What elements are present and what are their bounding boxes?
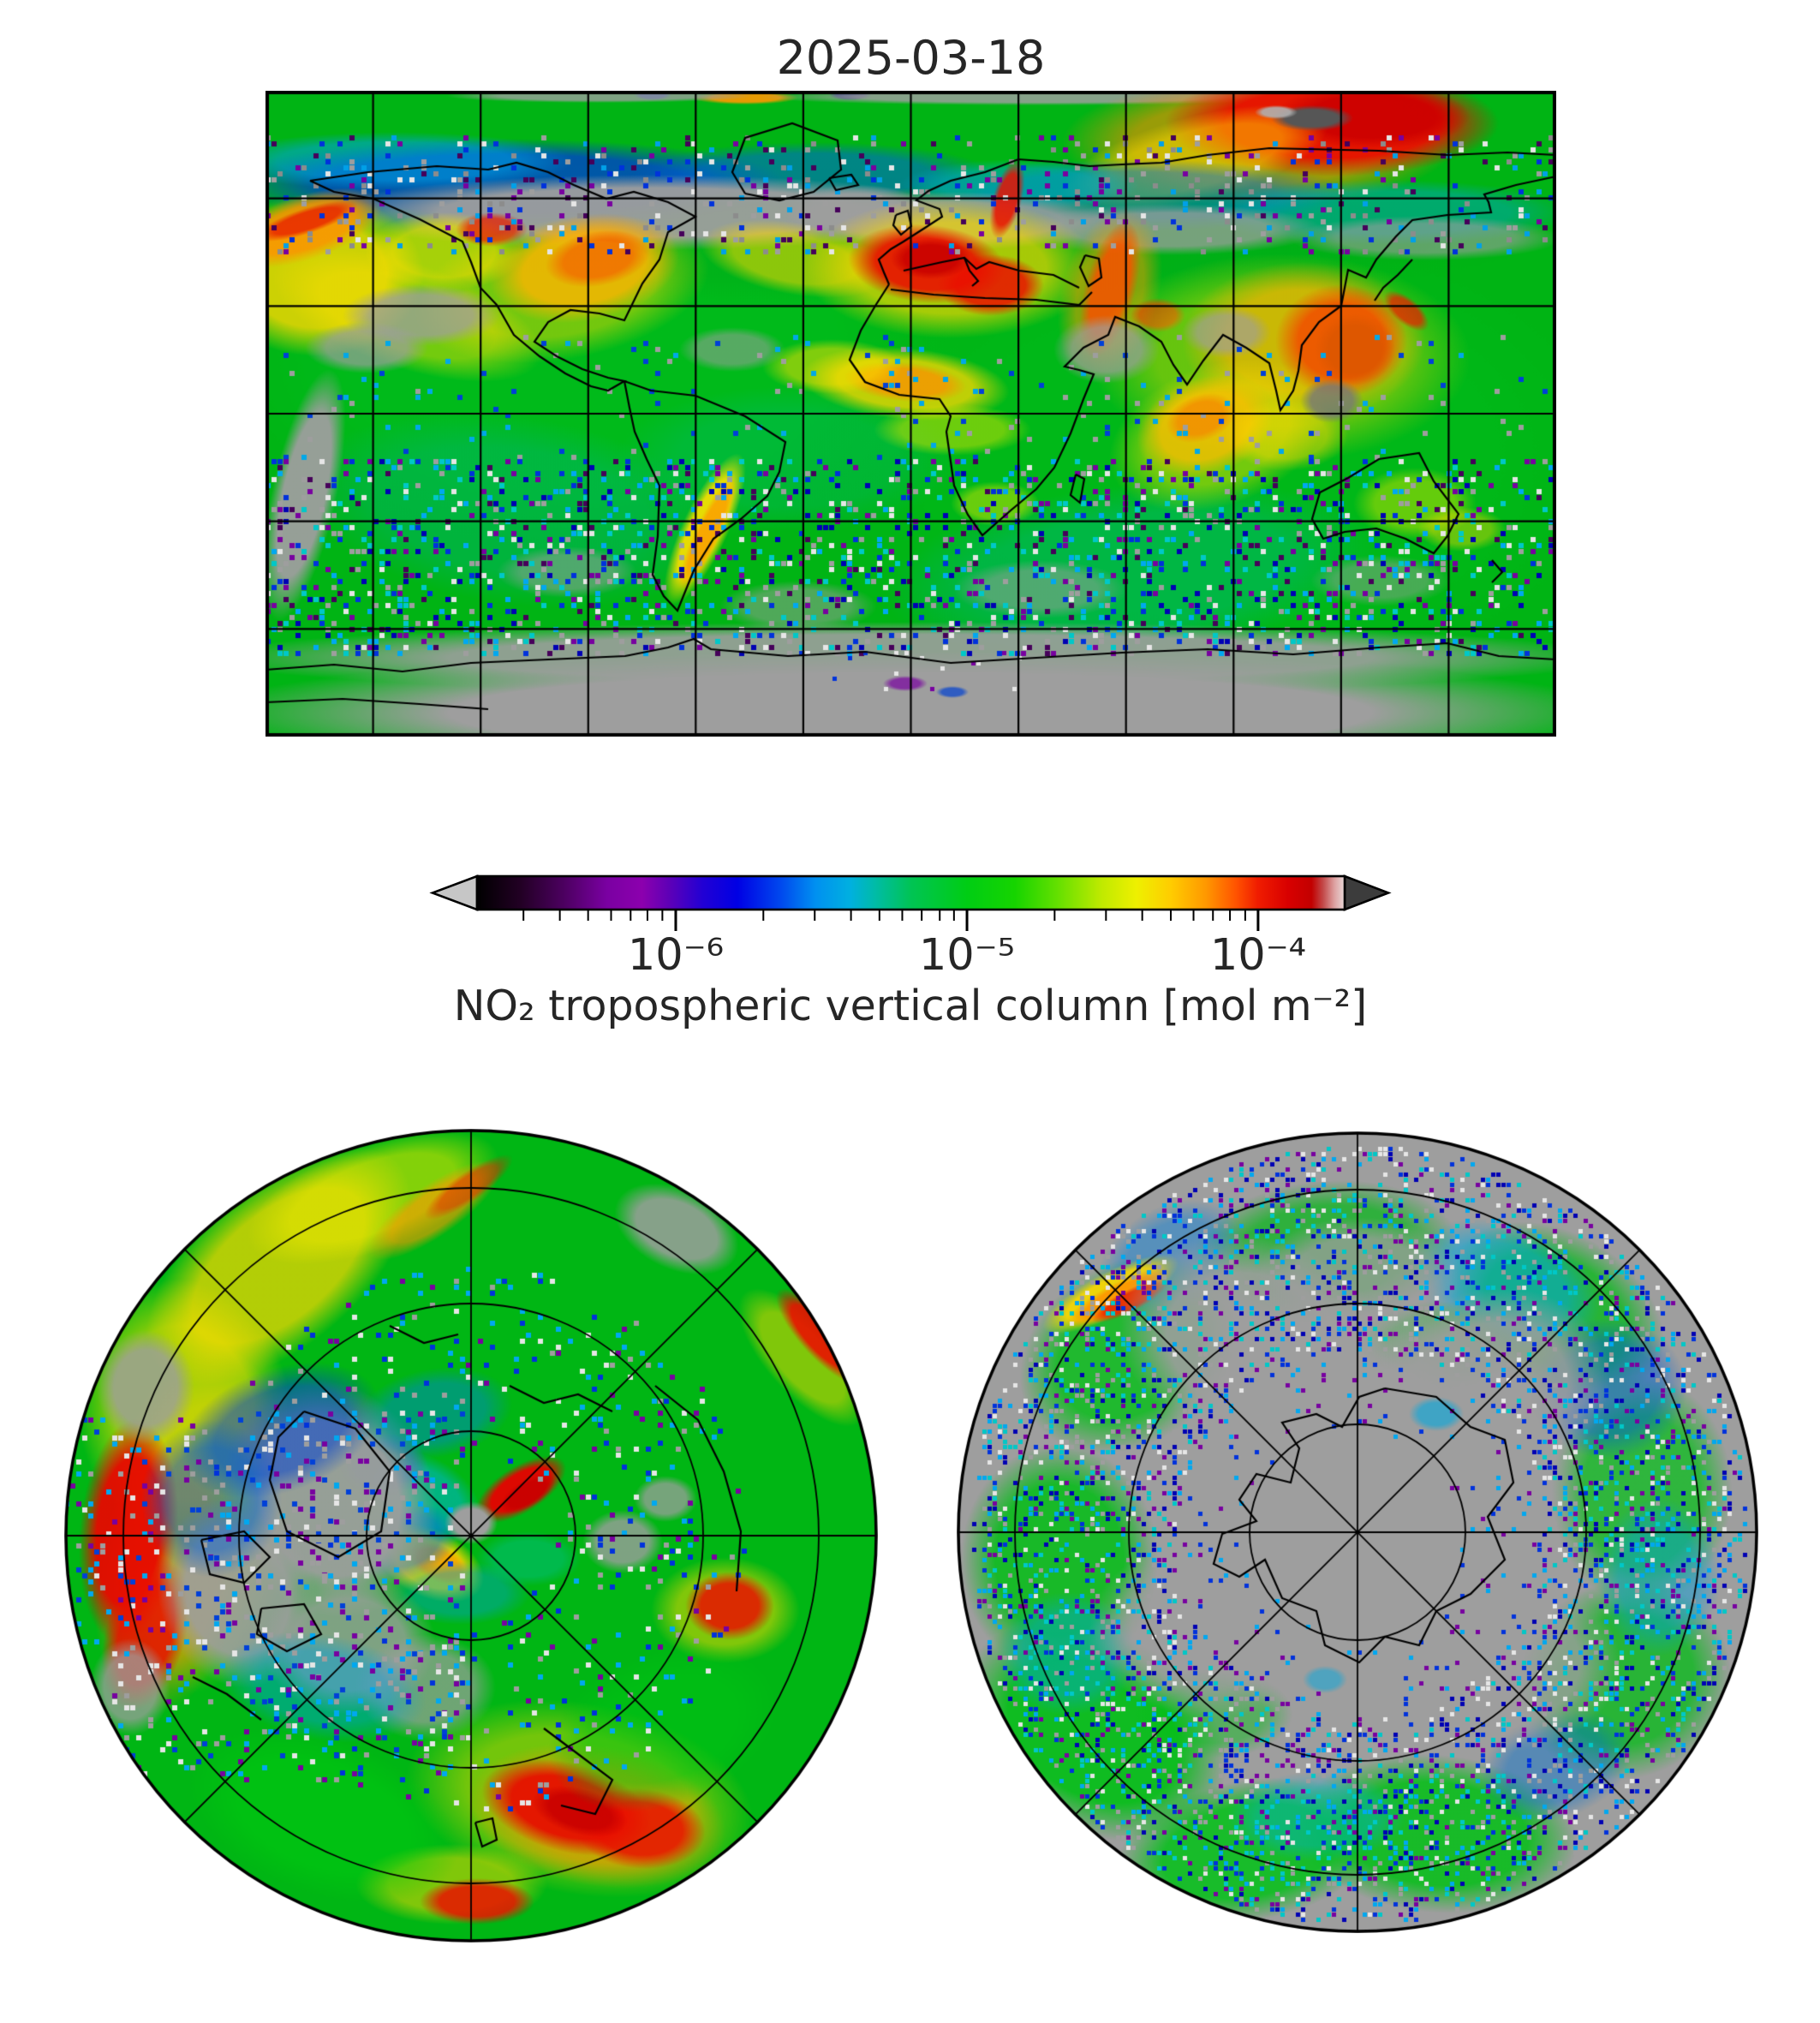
north-pole-map-canvas: [64, 1129, 878, 1942]
colorbar-tick-label-1e-4: 10⁻⁴: [1209, 930, 1307, 981]
colorbar-ticks: [522, 910, 1260, 931]
colorbar: [429, 874, 1392, 931]
colorbar-over-arrow: [1343, 874, 1392, 911]
colorbar-axis-label: NO₂ tropospheric vertical column [mol m⁻…: [453, 982, 1368, 1030]
figure-title: 2025-03-18: [776, 31, 1046, 85]
world-map-panel: [266, 91, 1556, 737]
colorbar-tick-label-1e-6: 10⁻⁶: [627, 930, 725, 981]
colorbar-tick-label-1e-5: 10⁻⁵: [918, 930, 1016, 981]
colorbar-gradient-bar: [475, 874, 1346, 911]
south-pole-map-canvas: [957, 1131, 1758, 1933]
south-pole-map-panel: [957, 1131, 1758, 1933]
world-map-canvas: [266, 91, 1556, 737]
colorbar-under-arrow: [429, 874, 479, 911]
north-pole-map-panel: [64, 1129, 878, 1942]
